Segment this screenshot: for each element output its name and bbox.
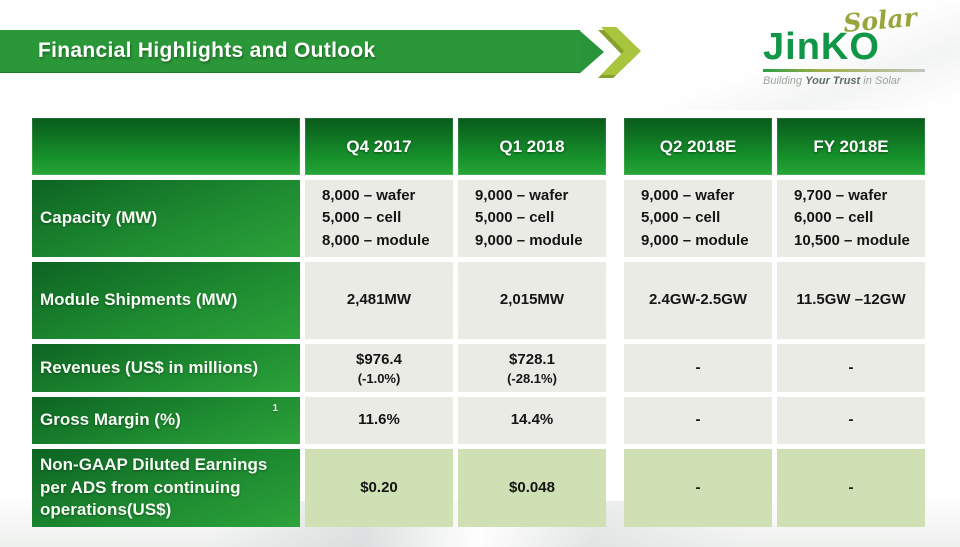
title-banner: Financial Highlights and Outlook	[0, 30, 580, 73]
column-spacer	[611, 344, 619, 392]
table-cell: -	[624, 344, 772, 392]
footnote-marker: 1	[272, 403, 278, 414]
table-cell: 11.6%	[305, 397, 453, 444]
column-spacer	[611, 397, 619, 444]
column-spacer	[611, 449, 619, 527]
row-label-capacity: Capacity (MW)	[32, 180, 300, 257]
row-label-revenues: Revenues (US$ in millions)	[32, 344, 300, 392]
column-spacer	[611, 180, 619, 257]
column-header-q2-2018e: Q2 2018E	[624, 118, 772, 175]
table-cell: 11.5GW –12GW	[777, 262, 925, 339]
column-spacer	[611, 118, 619, 175]
table-cell: 9,700 – wafer 6,000 – cell 10,500 – modu…	[777, 180, 925, 257]
table-cell: $728.1 (-28.1%)	[458, 344, 606, 392]
table-cell: -	[624, 397, 772, 444]
column-spacer	[611, 262, 619, 339]
banner-arrow-tip-icon	[579, 30, 604, 74]
logo-tagline: Building Your Trust in Solar	[763, 75, 901, 87]
column-header-q4-2017: Q4 2017	[305, 118, 453, 175]
table-cell: -	[777, 397, 925, 444]
table-cell: 2,015MW	[458, 262, 606, 339]
table-cell: 2.4GW-2.5GW	[624, 262, 772, 339]
table-cell: 14.4%	[458, 397, 606, 444]
table-cell: $0.20	[305, 449, 453, 527]
row-label-non-gaap-eps: Non-GAAP Diluted Earnings per ADS from c…	[32, 449, 300, 527]
table-cell: 9,000 – wafer 5,000 – cell 9,000 – modul…	[458, 180, 606, 257]
logo-divider	[763, 69, 925, 72]
column-header-q1-2018: Q1 2018	[458, 118, 606, 175]
table-cell: -	[624, 449, 772, 527]
row-label-gross-margin: Gross Margin (%) 1	[32, 397, 300, 444]
table-cell: -	[777, 344, 925, 392]
financial-table: Q4 2017 Q1 2018 Q2 2018E FY 2018E Capaci…	[32, 118, 925, 527]
column-header-fy-2018e: FY 2018E	[777, 118, 925, 175]
page-title: Financial Highlights and Outlook	[38, 39, 376, 62]
row-label-module-shipments: Module Shipments (MW)	[32, 262, 300, 339]
table-cell: 2,481MW	[305, 262, 453, 339]
table-cell: 9,000 – wafer 5,000 – cell 9,000 – modul…	[624, 180, 772, 257]
logo-wordmark-jinko: JinKO	[763, 26, 880, 68]
table-cell: $976.4 (-1.0%)	[305, 344, 453, 392]
table-cell: -	[777, 449, 925, 527]
table-cell: $0.048	[458, 449, 606, 527]
table-cell: 8,000 – wafer 5,000 – cell 8,000 – modul…	[305, 180, 453, 257]
table-corner-cell	[32, 118, 300, 175]
jinko-solar-logo: Solar JinKO Building Your Trust in Solar	[763, 3, 925, 87]
